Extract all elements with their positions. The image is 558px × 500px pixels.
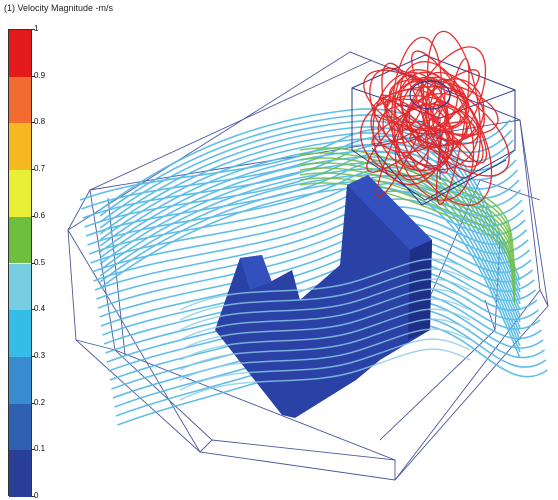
streamline <box>179 338 471 391</box>
legend-tick-mark <box>31 215 35 217</box>
streamline <box>371 103 440 147</box>
legend-band <box>9 76 31 124</box>
streamline <box>179 308 471 361</box>
legend-tick-label: 0.9 <box>34 70 46 80</box>
legend-tick-label: 0.6 <box>34 210 46 220</box>
legend-tick-mark <box>31 355 35 357</box>
streamlines-fast-fan <box>360 30 510 206</box>
streamlines-front <box>179 258 471 401</box>
streamline <box>179 348 471 401</box>
legend-tick-mark <box>31 496 35 497</box>
streamline <box>426 30 481 179</box>
streamline <box>84 149 516 228</box>
streamline <box>99 138 521 311</box>
legend-tick-label: 0.8 <box>34 117 46 127</box>
streamline <box>179 278 471 331</box>
streamline <box>372 71 450 186</box>
streamline <box>384 95 462 132</box>
streamline <box>382 76 446 144</box>
streamline <box>377 104 450 172</box>
legend-band <box>9 170 31 217</box>
streamline <box>179 298 471 351</box>
legend-tick-mark <box>31 75 35 77</box>
streamline <box>408 100 431 142</box>
legend-tick-label: 0.7 <box>34 164 46 174</box>
streamline <box>99 156 521 329</box>
legend-tick-mark <box>31 122 35 124</box>
streamline <box>99 144 521 317</box>
streamline <box>394 69 493 206</box>
legend-tick-label: 0.3 <box>34 350 46 360</box>
streamline <box>99 174 521 347</box>
fan-hub-icon <box>409 80 451 110</box>
legend-title: (1) Velocity Magnitude -m/s <box>4 3 114 13</box>
streamline <box>79 119 511 201</box>
color-legend-bar <box>8 29 32 497</box>
legend-tick-mark <box>31 169 35 171</box>
legend-tick-mark <box>31 262 35 264</box>
legend-band <box>9 123 31 171</box>
streamline <box>360 98 455 177</box>
streamline <box>99 162 521 335</box>
legend-band <box>9 356 31 404</box>
streamline <box>411 50 488 164</box>
streamline <box>179 258 471 311</box>
streamline <box>405 103 468 147</box>
streamline <box>388 78 499 136</box>
legend-tick-mark <box>31 402 35 404</box>
legend-band <box>9 450 31 497</box>
streamline <box>400 80 510 177</box>
legend-band <box>9 403 31 451</box>
streamline <box>179 288 471 341</box>
legend-band <box>9 310 31 357</box>
streamline <box>179 328 471 381</box>
legend-tick-label: 0.2 <box>34 397 46 407</box>
legend-band <box>9 216 31 264</box>
streamline <box>179 318 471 371</box>
legend-band <box>9 263 31 311</box>
legend-tick-mark <box>31 29 35 30</box>
legend-tick-label: 0.5 <box>34 257 46 267</box>
legend-tick-label: 1 <box>34 24 39 33</box>
streamline <box>99 132 521 305</box>
legend-tick-label: 0.4 <box>34 304 46 314</box>
streamline <box>99 114 521 287</box>
legend-tick-label: 0.1 <box>34 444 46 454</box>
streamline <box>99 108 521 281</box>
legend-tick-mark <box>31 449 35 451</box>
legend-band <box>9 30 31 77</box>
legend-tick-label: 0 <box>34 491 39 500</box>
legend-tick-mark <box>31 309 35 311</box>
streamline <box>435 58 470 206</box>
streamline <box>384 99 449 174</box>
streamline <box>99 180 521 353</box>
streamline <box>179 268 471 321</box>
